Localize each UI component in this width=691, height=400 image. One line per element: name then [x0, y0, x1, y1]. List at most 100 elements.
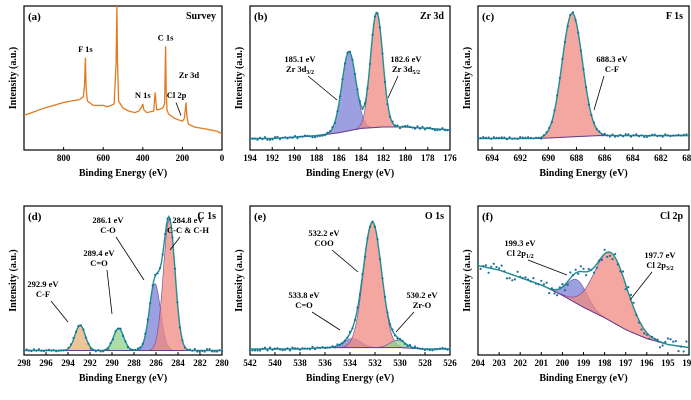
data-point — [293, 135, 297, 138]
annotation-pointer — [115, 236, 145, 281]
data-point — [348, 330, 352, 333]
annotation-pointer — [331, 249, 359, 273]
data-point — [168, 218, 172, 221]
data-point — [431, 127, 434, 131]
peak-assignment: Zr-O — [413, 300, 432, 310]
data-point — [361, 107, 364, 110]
data-point — [495, 265, 498, 269]
data-point — [674, 340, 677, 343]
x-tick-label: 290 — [105, 358, 119, 368]
data-point — [579, 49, 583, 52]
data-point — [398, 127, 402, 130]
data-point — [208, 348, 211, 351]
x-tick-label: 282 — [193, 358, 207, 368]
data-point — [516, 270, 519, 273]
data-point — [82, 328, 85, 331]
data-point — [293, 347, 297, 350]
data-point — [306, 134, 309, 137]
x-tick-label: 198 — [598, 358, 612, 368]
data-point — [521, 277, 524, 280]
data-point — [482, 136, 485, 139]
data-point — [391, 120, 394, 123]
data-point — [87, 342, 90, 345]
data-point — [371, 33, 374, 36]
data-point — [216, 350, 219, 353]
peak-annotation: 530.2 eV — [406, 290, 438, 300]
data-point — [500, 264, 503, 267]
data-point — [124, 340, 127, 343]
data-point — [527, 136, 530, 139]
data-point — [595, 266, 598, 269]
x-tick-label: 200 — [176, 153, 190, 163]
annotation-pointer — [50, 300, 69, 323]
panel-label: (a) — [28, 11, 41, 23]
x-tick-label: 0 — [220, 153, 225, 163]
data-point — [376, 12, 379, 15]
peak-annotation: N 1s — [135, 90, 152, 100]
data-point — [268, 346, 272, 349]
x-axis-label: Binding Energy (eV) — [79, 373, 167, 384]
data-point — [490, 265, 493, 268]
component-peak — [250, 51, 450, 139]
panel-label: (e) — [254, 211, 267, 223]
data-point — [582, 68, 585, 71]
data-point — [149, 302, 152, 305]
data-point — [651, 133, 654, 136]
data-point — [173, 267, 177, 270]
x-tick-label: 296 — [39, 358, 53, 368]
data-point — [401, 339, 404, 342]
data-point — [281, 136, 284, 139]
data-point — [97, 349, 100, 352]
data-point — [566, 283, 569, 286]
data-point — [661, 135, 664, 138]
data-point — [421, 125, 424, 128]
data-point — [336, 343, 339, 346]
data-point — [218, 349, 221, 352]
data-point — [629, 135, 633, 138]
data-point — [338, 95, 342, 98]
data-point — [624, 288, 627, 291]
data-point — [433, 348, 437, 351]
data-point — [553, 292, 556, 295]
x-tick-label: 199 — [577, 358, 591, 368]
data-point — [178, 326, 181, 329]
data-point — [542, 283, 546, 286]
data-point — [672, 340, 675, 343]
data-point — [383, 295, 387, 298]
data-point — [27, 349, 30, 352]
data-point — [666, 337, 670, 340]
data-point — [505, 138, 509, 141]
peak-annotation: 533.8 eV — [288, 290, 320, 300]
data-point — [443, 347, 447, 350]
data-point — [503, 136, 506, 139]
data-point — [492, 136, 495, 139]
data-point — [540, 137, 543, 140]
data-point — [403, 342, 407, 345]
x-tick-label: 532 — [368, 358, 382, 368]
data-point — [94, 350, 97, 353]
x-axis-label: Binding Energy (eV) — [306, 373, 394, 384]
series-line — [23, 5, 223, 135]
data-point — [426, 348, 429, 351]
data-point — [286, 347, 289, 350]
panel-title: C 1s — [197, 211, 216, 222]
data-point — [416, 346, 419, 350]
data-point — [129, 348, 132, 351]
data-point — [411, 126, 414, 129]
data-point — [484, 264, 487, 267]
annotation-pointer — [175, 102, 182, 116]
data-point — [595, 128, 598, 131]
x-tick-label: 688 — [570, 153, 584, 163]
data-point — [388, 323, 392, 326]
data-point — [563, 289, 567, 292]
data-point — [505, 277, 509, 280]
x-tick-label: 294 — [61, 358, 75, 368]
panel-title: F 1s — [666, 11, 683, 22]
data-point — [326, 346, 329, 349]
data-point — [328, 130, 332, 133]
x-tick-label: 536 — [318, 358, 332, 368]
panel-label: (f) — [482, 211, 493, 223]
data-point — [403, 125, 407, 128]
data-point — [391, 328, 394, 331]
data-point — [534, 136, 538, 139]
